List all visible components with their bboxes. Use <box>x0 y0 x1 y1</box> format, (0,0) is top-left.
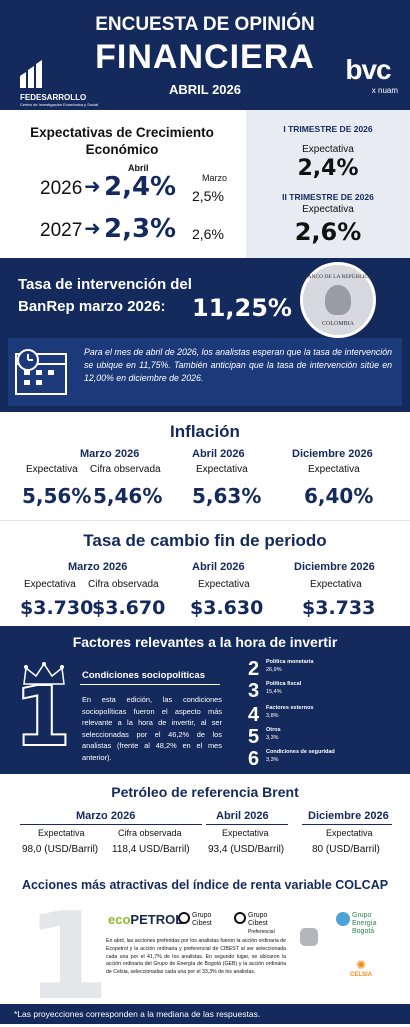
inflation-title: Inflación <box>170 422 240 441</box>
fedesarrollo-logo: FEDESARROLLO Centro de Investigación Eco… <box>20 58 115 107</box>
cibest-icon <box>178 912 190 924</box>
factor-main: Condiciones sociopolíticas <box>82 670 205 681</box>
col-abril: Abril <box>128 163 149 173</box>
header: ENCUESTA DE OPINIÓN FINANCIERA ABRIL 202… <box>0 0 410 110</box>
rank-one-bg: 1 <box>26 888 110 1027</box>
stocks-section: Acciones más atractivas del índice de re… <box>0 870 410 1027</box>
seal-head-icon <box>325 285 351 315</box>
factor-list: 2 Política monetaria 26,9% 3 Política fisca… <box>248 658 408 770</box>
arrow-right-icon: ➜ <box>84 176 101 198</box>
quarter-panel: I TRIMESTRE DE 2026 Expectativa 2,4% II … <box>246 110 410 258</box>
stocks-title: Acciones más atractivas del índice de re… <box>21 878 389 892</box>
factor-item: 6 Condiciones de seguridad 3,3% <box>248 748 335 770</box>
header-date: ABRIL 2026 <box>168 82 241 97</box>
rank-one: 1 <box>13 669 72 766</box>
exchange-section: Tasa de cambio fin de periodo Marzo 2026… <box>0 520 410 626</box>
col-marzo: Marzo <box>202 173 228 183</box>
fedesarrollo-icon <box>20 60 42 88</box>
factors-section: Factores relevantes a la hora de inverti… <box>0 626 410 774</box>
ecopetrol-logo: ecoecopetrolPETROL <box>108 912 184 927</box>
factor-text: En esta edición, las condiciones sociopo… <box>82 695 222 762</box>
banrep-section: Tasa de intervención del BanRep marzo 20… <box>0 258 410 412</box>
factors-title: Factores relevantes a la hora de inverti… <box>72 634 338 650</box>
cibest-pref-logo: Grupo Cibest Preferencial <box>234 912 288 936</box>
factor-underline <box>80 684 220 685</box>
banrep-seal: BANCO DE LA REPÚBLICA COLOMBIA <box>300 262 376 338</box>
inflation-section: Inflación Marzo 2026 Expectativa Cifra o… <box>0 412 410 520</box>
banrep-note: Para el mes de abril de 2026, los analis… <box>8 338 402 406</box>
header-line1: ENCUESTA DE OPINIÓN <box>95 14 315 35</box>
factor-item: 2 Política monetaria 26,9% <box>248 658 314 680</box>
footer: *Las proyecciones corresponden a la medi… <box>0 1004 410 1024</box>
banrep-rate: 11,25% <box>192 294 292 322</box>
cibest-logo: Grupo Cibest <box>178 912 226 928</box>
celsia-logo: ✺ CELSIA <box>346 958 376 978</box>
bvc-logo: bvc x nuam <box>345 54 398 95</box>
crown-icon <box>22 662 66 691</box>
calendar-clock-icon <box>14 344 76 403</box>
cibest-icon <box>234 912 246 924</box>
factor-item: 4 Factores externos 3,8% <box>248 704 314 726</box>
factor-item: 5 Otros 3,3% <box>248 726 281 748</box>
placeholder-icon <box>300 928 318 946</box>
geb-logo: Grupo Energía Bogotá <box>336 912 386 936</box>
arrow-right-icon: ➜ <box>84 218 101 240</box>
celsia-icon: ✺ <box>355 958 367 972</box>
banrep-title: Tasa de intervención del BanRep marzo 20… <box>18 276 192 315</box>
growth-title: Expectativas de Crecimiento Económico <box>30 125 214 157</box>
growth-row: 2026 ➜ 2,4% 2,5% <box>40 172 224 204</box>
exchange-title: Tasa de cambio fin de periodo <box>83 531 327 550</box>
geb-icon <box>336 912 350 926</box>
header-title: FINANCIERA <box>95 38 315 76</box>
growth-section: Expectativas de Crecimiento Económico Ab… <box>0 110 410 258</box>
oil-title: Petróleo de referencia Brent <box>111 784 299 800</box>
stocks-text: En abril, las acciones preferidas por lo… <box>106 938 286 976</box>
oil-section: Petróleo de referencia Brent Marzo 2026 … <box>0 774 410 870</box>
factor-item: 3 Política fiscal 15,4% <box>248 680 302 702</box>
growth-row: 2027 ➜ 2,3% 2,6% <box>40 214 224 244</box>
